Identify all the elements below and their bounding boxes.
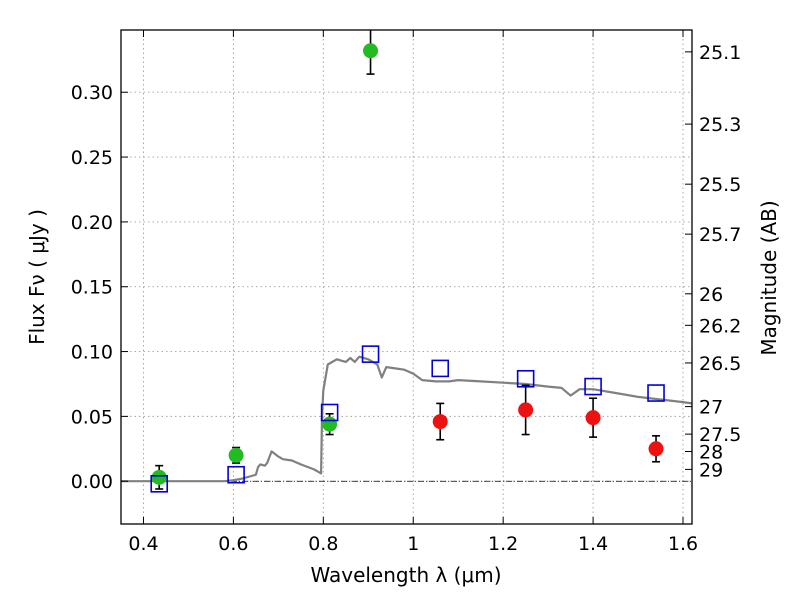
y-tick-labels: 0.00 0.05 0.10 0.15 0.20 0.25 0.30: [71, 82, 113, 493]
right-tick-label: 27.5: [699, 424, 741, 446]
right-tick-label: 25.3: [699, 114, 741, 136]
green-data-point: [363, 43, 379, 59]
right-tick-label: 26.5: [699, 353, 741, 375]
x-tick-label: 1.6: [668, 533, 698, 555]
blue-model-point: [516, 369, 535, 388]
right-axis-title: Magnitude (AB): [757, 200, 781, 355]
right-tick-label: 26: [699, 284, 723, 306]
x-tick-label: 1: [407, 533, 419, 555]
model-spectrum-line: [121, 355, 693, 483]
plot-background: [121, 30, 692, 524]
y-tick-label: 0.15: [71, 277, 113, 299]
blue-model-point: [431, 359, 450, 378]
right-tick-label: 25.1: [699, 42, 741, 64]
plot-frame: [120, 29, 693, 525]
right-tick-label: 25.7: [699, 224, 741, 246]
blue-model-point: [647, 384, 665, 402]
model-spectrum: [121, 355, 693, 483]
right-tick-label: 25.5: [699, 174, 741, 196]
y-tick-label: 0.05: [71, 406, 113, 428]
y-tick-label: 0.00: [71, 471, 113, 493]
blue-model-point: [320, 403, 339, 422]
red-data-point: [648, 441, 664, 457]
x-tick-label: 0.4: [128, 533, 158, 555]
right-tick-label: 26.2: [699, 315, 741, 337]
red-data-point: [585, 410, 601, 426]
y-tick-label: 0.10: [71, 342, 113, 364]
right-tick-label: 27: [699, 397, 723, 419]
green-data-point: [228, 447, 244, 463]
axis-ticks: [121, 30, 692, 524]
x-tick-label: 0.8: [308, 533, 338, 555]
right-tick-label: 29: [699, 459, 723, 481]
x-tick-label: 0.6: [218, 533, 248, 555]
blue-model-point: [584, 377, 602, 396]
x-tick-label: 1.4: [578, 533, 608, 555]
green-data-point: [151, 469, 167, 485]
y-tick-label: 0.25: [71, 147, 113, 169]
red-data-point: [518, 402, 534, 418]
right-tick-label: 28: [699, 442, 723, 464]
blue-model-point: [227, 465, 245, 484]
blue-model-point: [150, 475, 169, 493]
red-data-point: [432, 414, 448, 430]
x-tick-labels: 0.4 0.6 0.8 1 1.2 1.4 1.6: [128, 533, 698, 555]
y-axis-title: Flux Fν ( μJy ): [25, 209, 49, 345]
x-axis-title: Wavelength λ (μm): [310, 563, 501, 587]
y-tick-label: 0.20: [71, 212, 113, 234]
x-tick-label: 1.2: [488, 533, 518, 555]
y-tick-label: 0.30: [71, 82, 113, 104]
green-data-point: [322, 416, 338, 432]
data-markers: [150, 43, 665, 493]
blue-model-point: [361, 345, 380, 363]
